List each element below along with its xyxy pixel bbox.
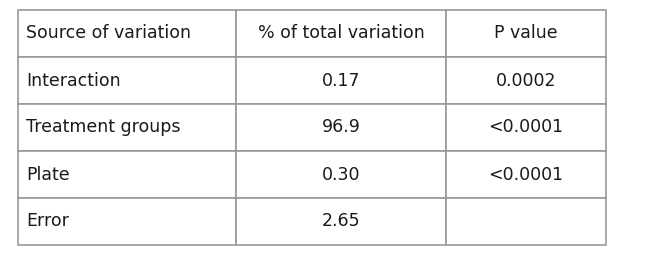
- Text: 96.9: 96.9: [321, 118, 360, 136]
- Bar: [446, 198, 606, 245]
- Text: Error: Error: [26, 213, 69, 230]
- Text: 0.30: 0.30: [322, 166, 360, 184]
- Bar: [18, 198, 236, 245]
- Bar: [18, 57, 236, 104]
- Bar: [18, 151, 236, 198]
- Bar: [236, 57, 446, 104]
- Bar: [446, 57, 606, 104]
- Text: 0.0002: 0.0002: [496, 72, 556, 90]
- Text: <0.0001: <0.0001: [489, 118, 564, 136]
- Bar: [446, 151, 606, 198]
- Text: P value: P value: [494, 24, 558, 43]
- Bar: [236, 10, 446, 57]
- Bar: [236, 151, 446, 198]
- Text: Plate: Plate: [26, 166, 69, 184]
- Text: Source of variation: Source of variation: [26, 24, 191, 43]
- Text: Treatment groups: Treatment groups: [26, 118, 181, 136]
- Text: % of total variation: % of total variation: [258, 24, 424, 43]
- Text: <0.0001: <0.0001: [489, 166, 564, 184]
- Bar: [18, 104, 236, 151]
- Text: Interaction: Interaction: [26, 72, 121, 90]
- Text: 0.17: 0.17: [322, 72, 360, 90]
- Bar: [446, 104, 606, 151]
- Bar: [236, 104, 446, 151]
- Bar: [446, 10, 606, 57]
- Bar: [18, 10, 236, 57]
- Bar: [236, 198, 446, 245]
- Text: 2.65: 2.65: [321, 213, 360, 230]
